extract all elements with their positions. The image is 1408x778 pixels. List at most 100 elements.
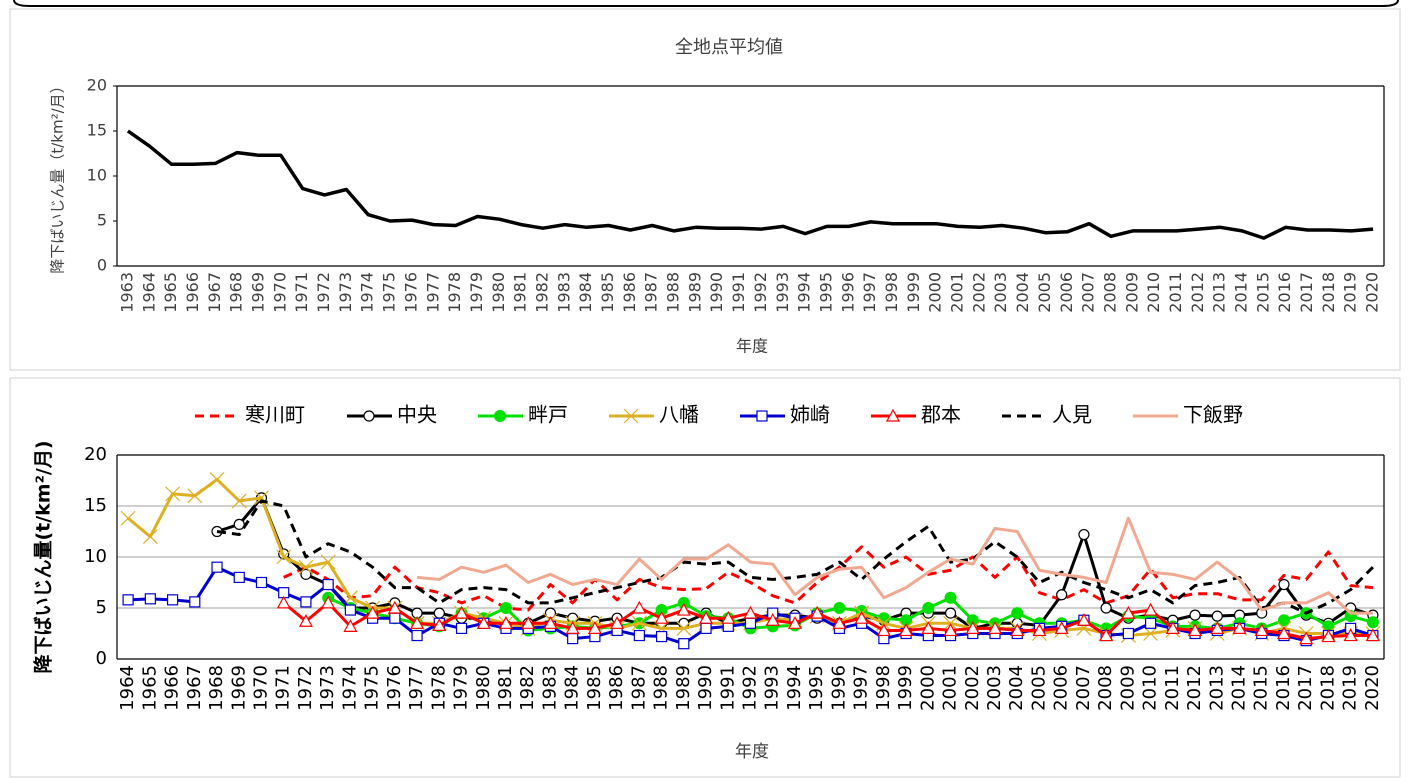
x-tick-label: 2005 [1028,665,1049,711]
marker [899,623,914,637]
marker [1343,628,1358,642]
marker [1322,620,1335,633]
legend-label: 中央 [397,403,437,427]
marker [885,408,901,422]
marker [521,616,536,629]
marker [498,616,514,629]
x-tick-label: 1990 [707,272,726,313]
marker [211,561,223,573]
marker [678,638,690,650]
marker [900,614,913,627]
marker [1211,610,1223,622]
x-tick-label: 1982 [532,272,551,313]
marker [1278,578,1290,591]
marker [165,486,180,502]
x-tick-label: 2003 [984,665,1005,711]
y-tick-label: 10 [87,166,107,185]
x-tick-label: 1968 [227,272,246,313]
x-tick-label: 2015 [1253,272,1272,313]
marker [187,488,203,504]
marker [363,410,375,422]
y-tick-label: 20 [84,444,107,465]
marker [1010,623,1025,637]
marker [120,510,136,526]
marker [255,576,268,589]
marker [1143,602,1158,616]
marker [300,596,312,608]
x-tick-label: 2018 [1317,665,1338,711]
legend-label: 姉崎 [790,403,830,427]
marker [632,600,647,614]
marker [944,591,957,604]
x-tick-label: 2015 [1251,665,1272,711]
marker [1366,616,1379,629]
x-tick-label: 1997 [851,665,872,711]
x-tick-label: 1985 [584,665,605,711]
marker [276,549,292,565]
x-tick-label: 2012 [1188,272,1207,313]
marker [587,621,602,634]
x-tick-label: 1984 [562,665,583,711]
marker [276,595,291,609]
x-tick-label: 1973 [317,665,338,711]
x-tick-label: 2010 [1140,665,1161,711]
y-tick-label: 5 [97,211,107,230]
marker [1365,628,1380,642]
x-tick-label: 2007 [1073,665,1094,711]
x-axis-title: 年度 [736,337,768,356]
marker [1100,602,1112,614]
marker [1165,621,1180,634]
x-tick-label: 1995 [806,665,827,711]
y-tick-label: 15 [87,121,107,140]
marker [765,612,780,626]
marker [387,600,402,614]
marker [144,593,156,605]
marker [322,578,334,591]
x-tick-label: 1966 [162,665,183,711]
marker [1189,609,1201,621]
marker [854,610,869,624]
x-tick-label: 1987 [628,665,649,711]
x-tick-label: 2013 [1206,665,1227,711]
marker [1145,617,1157,629]
x-tick-label: 1990 [695,665,716,711]
marker [122,594,134,606]
x-tick-label: 2000 [926,272,945,313]
x-tick-label: 2014 [1229,665,1250,711]
x-tick-label: 1988 [651,665,672,711]
x-tick-label: 1989 [673,665,694,711]
x-tick-label: 1977 [406,665,427,711]
x-tick-label: 2007 [1079,272,1098,313]
marker [987,621,1003,634]
x-tick-label: 1967 [205,272,224,313]
marker [567,632,579,645]
x-tick-label: 2002 [969,272,988,313]
x-tick-label: 1974 [358,272,377,313]
marker [476,616,491,629]
x-tick-label: 1983 [539,665,560,711]
legend-label: 畔戸 [528,403,568,427]
marker [343,619,358,632]
x-tick-label: 1971 [292,272,311,313]
x-tick-label: 1999 [895,665,916,711]
marker [1078,528,1090,541]
marker [543,616,558,629]
chart-title: 全地点平均値 [675,37,783,58]
marker [365,605,380,619]
x-tick-label: 2004 [1013,272,1032,313]
marker [1232,621,1247,634]
marker [142,529,158,545]
x-tick-label: 2004 [1006,665,1027,711]
x-tick-label: 1993 [762,665,783,711]
x-tick-label: 1998 [873,665,894,711]
marker [1076,612,1091,626]
marker [787,616,802,629]
x-tick-label: 1984 [576,272,595,313]
x-tick-label: 1993 [773,272,792,313]
marker [943,623,958,637]
marker [922,602,935,614]
x-tick-label: 2010 [1144,272,1163,313]
legend-label: 郡本 [921,403,961,427]
x-tick-label: 2017 [1297,272,1316,313]
marker [721,610,736,624]
